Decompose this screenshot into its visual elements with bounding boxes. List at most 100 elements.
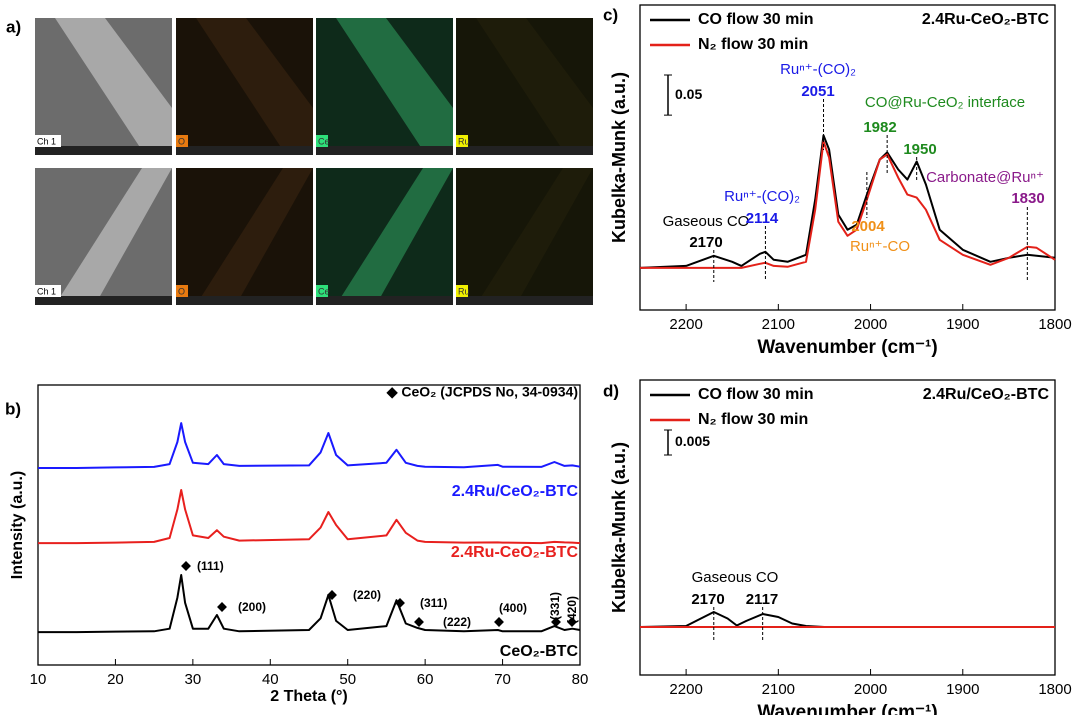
map-feature	[476, 18, 593, 155]
peak-name: Gaseous CO	[663, 213, 750, 230]
peak-value: 1830	[1011, 190, 1044, 207]
peak-annotation: (111)	[197, 559, 224, 573]
map-tag-label: Ru	[458, 286, 470, 296]
peak-diamond	[395, 598, 405, 608]
scale-label: 0.05	[675, 86, 702, 102]
map-footer	[35, 146, 172, 155]
peak-name: Ruⁿ⁺-(CO)₂	[724, 188, 800, 205]
y-axis-title: Intensity (a.u.)	[9, 471, 26, 579]
x-tick-label: 2100	[762, 681, 795, 698]
panel-label: b)	[5, 399, 21, 418]
peak-annotation: (400)	[499, 601, 527, 615]
peak-diamond	[327, 590, 337, 600]
peak-value: 2117	[746, 591, 779, 608]
series-line	[38, 489, 581, 545]
x-tick-label: 1800	[1038, 681, 1071, 698]
plot-frame	[639, 4, 1056, 311]
map-tag	[35, 135, 61, 147]
legend-label: CO flow 30 min	[698, 11, 814, 28]
map-footer	[456, 146, 593, 155]
peak-diamond	[414, 617, 424, 627]
map-tag-label: Ch 1	[37, 136, 56, 146]
peak-diamond	[551, 617, 561, 627]
sample-name: 2.4Ru/CeO₂-BTC	[923, 386, 1050, 403]
map-footer	[316, 146, 453, 155]
map-footer	[176, 296, 313, 305]
peak-value: 1982	[863, 119, 896, 136]
legend-label: N₂ flow 30 min	[698, 36, 808, 53]
map-tag-label: Ce	[318, 286, 330, 296]
map-feature	[336, 168, 453, 305]
map-tag	[176, 135, 188, 147]
peak-annotation: (420)	[565, 596, 579, 624]
x-tick-label: 2100	[762, 316, 795, 333]
map-tag-label: O	[178, 136, 185, 146]
legend-label: N₂ flow 30 min	[698, 411, 808, 428]
sample-name: 2.4Ru-CeO₂-BTC	[922, 11, 1050, 28]
map-footer	[316, 296, 453, 305]
peak-annotation: (200)	[238, 600, 266, 614]
series-label: 2.4Ru-CeO₂-BTC	[451, 544, 579, 561]
map-feature	[196, 18, 313, 155]
map-tag	[316, 285, 328, 297]
peak-value: 2114	[746, 210, 779, 227]
x-tick-label: 70	[494, 671, 511, 688]
peak-annotation: (311)	[420, 596, 447, 610]
peak-diamond	[181, 561, 191, 571]
legend-label: CO flow 30 min	[698, 386, 814, 403]
x-tick-label: 2200	[669, 316, 702, 333]
x-tick-label: 2000	[854, 681, 887, 698]
peak-diamond	[217, 602, 227, 612]
map-tag-label: O	[178, 286, 185, 296]
map-feature	[196, 168, 313, 305]
peak-value: 2170	[689, 234, 722, 251]
map-tag	[456, 135, 468, 147]
y-axis-title: Kubelka-Munk (a.u.)	[609, 442, 629, 613]
series-label: 2.4Ru/CeO₂-BTC	[452, 483, 579, 500]
peak-annotation: (220)	[353, 588, 381, 602]
peak-value: 1950	[903, 141, 936, 158]
peak-annotation: (222)	[443, 615, 471, 629]
x-tick-label: 1900	[946, 316, 979, 333]
series-line	[639, 134, 1056, 269]
x-axis-title: Wavenumber (cm⁻¹)	[757, 702, 937, 715]
x-tick-label: 1800	[1038, 316, 1071, 333]
series-label: CeO₂-BTC	[500, 643, 579, 660]
peak-name: Ruⁿ⁺-CO	[850, 238, 910, 255]
x-tick-label: 40	[262, 671, 279, 688]
map-feature	[55, 168, 172, 305]
plot-frame	[639, 379, 1056, 676]
y-axis-title: Kubelka-Munk (a.u.)	[609, 72, 629, 243]
peak-diamond	[567, 617, 577, 627]
peak-name: Gaseous CO	[692, 569, 779, 586]
map-tag-label: Ce	[318, 136, 330, 146]
peak-value: 2004	[851, 218, 885, 235]
x-tick-label: 1900	[946, 681, 979, 698]
map-feature	[55, 18, 172, 155]
map-footer	[35, 296, 172, 305]
peak-value: 2170	[691, 591, 724, 608]
series-line	[640, 140, 1056, 269]
x-tick-label: 80	[572, 671, 589, 688]
x-tick-label: 2200	[669, 681, 702, 698]
x-tick-label: 20	[107, 671, 124, 688]
x-tick-label: 50	[339, 671, 356, 688]
plot-frame	[37, 384, 581, 666]
x-tick-label: 10	[30, 671, 47, 688]
peak-value: 2051	[801, 83, 834, 100]
panel-label: d)	[603, 381, 619, 400]
peak-name: CO@Ru-CeO₂ interface	[865, 94, 1025, 111]
map-tag	[35, 285, 61, 297]
x-axis-title: Wavenumber (cm⁻¹)	[757, 337, 937, 358]
x-tick-label: 60	[417, 671, 434, 688]
map-tag	[176, 285, 188, 297]
map-feature	[476, 168, 593, 305]
map-footer	[456, 296, 593, 305]
x-tick-label: 2000	[854, 316, 887, 333]
panel-label: c)	[603, 5, 618, 24]
x-axis-title: 2 Theta (°)	[270, 688, 348, 705]
x-tick-label: 30	[185, 671, 202, 688]
legend-note: ◆ CeO₂ (JCPDS No, 34-0934)	[386, 384, 578, 400]
series-line	[639, 611, 1055, 628]
